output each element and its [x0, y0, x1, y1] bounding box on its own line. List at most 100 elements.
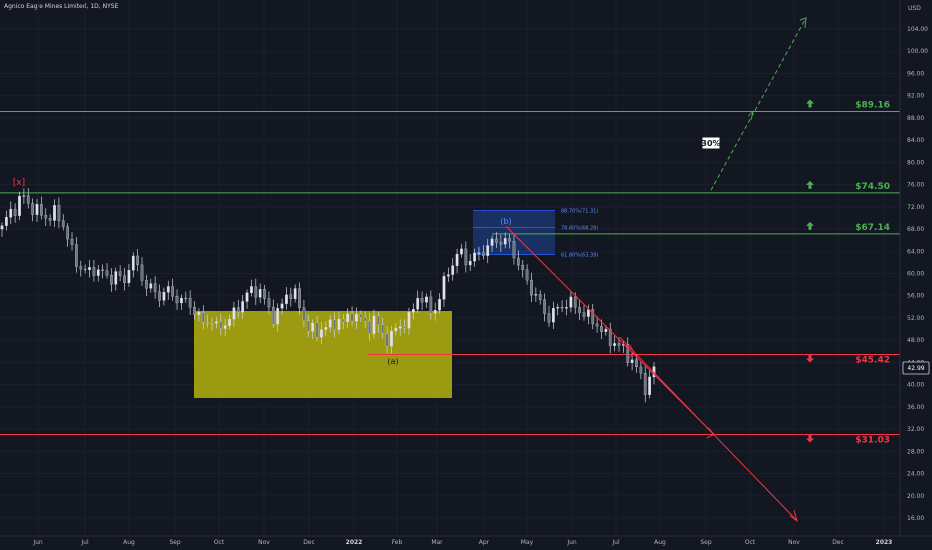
wave-label-a: (a): [387, 357, 398, 366]
candle-body: [490, 238, 494, 246]
y-tick-label: 76.00: [907, 182, 924, 189]
x-tick-label: Sep: [700, 539, 712, 546]
candle-body: [13, 208, 17, 216]
x-tick-label: Aug: [654, 539, 666, 546]
candle-body: [162, 292, 166, 301]
candle-body: [359, 314, 363, 318]
projection-lines: 30%: [505, 17, 807, 523]
candle-body: [206, 322, 210, 324]
candle-body: [250, 286, 253, 293]
last-price-badge: [902, 361, 930, 375]
candle-body: [508, 238, 511, 242]
last-price-label: 42.99: [907, 365, 924, 372]
wave-label-b: (b): [500, 217, 511, 226]
level-price-label: $74.50: [855, 182, 890, 192]
candle-body: [460, 248, 463, 255]
candle-body: [149, 283, 153, 289]
candle-body: [254, 286, 258, 298]
chart-title: Agnico Eagle Mines Limited, 1D, NYSE: [4, 3, 119, 10]
candle-body: [44, 215, 48, 219]
arrow-shape: [806, 434, 814, 443]
candle-body: [267, 298, 271, 308]
x-tick-label: Jun: [566, 539, 577, 546]
candle-body: [18, 195, 21, 216]
candle-body: [626, 344, 630, 363]
level-price-label: $67.14: [855, 223, 890, 233]
y-tick-label: 68.00: [907, 226, 924, 233]
candle-body: [48, 218, 52, 221]
candle-body: [223, 325, 227, 329]
y-tick-label: 48.00: [907, 337, 924, 344]
candle-body: [53, 205, 56, 221]
candle-body: [512, 241, 516, 259]
x-tick-label: Mar: [431, 539, 443, 546]
candle-body: [613, 343, 616, 346]
candle-body: [88, 267, 91, 270]
candle-body: [337, 318, 341, 330]
y-tick-label: 60.00: [907, 271, 924, 278]
y-tick-label: 64.00: [907, 248, 924, 255]
candle-body: [166, 286, 170, 293]
x-tick-label: Dec: [303, 539, 315, 546]
candle-body: [451, 265, 455, 275]
candle-body: [110, 274, 113, 285]
candle-body: [341, 318, 345, 322]
candle-body: [442, 276, 446, 300]
level-price-label: $45.42: [855, 356, 890, 366]
y-tick-label: 16.00: [907, 515, 924, 522]
arrowhead-icon: [799, 17, 807, 28]
candle-body: [228, 318, 231, 326]
candle-body: [355, 314, 358, 322]
candle-body: [193, 307, 196, 315]
candle-body: [31, 203, 34, 215]
y-tick-label: 32.00: [907, 426, 924, 433]
x-tick-label: Nov: [788, 539, 800, 546]
candle-body: [175, 296, 179, 304]
candle-body: [407, 312, 411, 329]
candle-body: [285, 294, 288, 304]
candle-body: [96, 269, 100, 276]
candle-body: [289, 294, 293, 300]
candle-body: [516, 257, 520, 266]
candle-body: [350, 313, 354, 322]
candle-body: [582, 312, 586, 317]
bullish-projection-line: [710, 17, 807, 191]
candle-body: [57, 205, 61, 221]
candle-body: [556, 307, 560, 309]
wave-labels: [x] (b) (a): [13, 178, 512, 366]
candle-body: [639, 366, 643, 374]
candle-body: [171, 286, 175, 297]
y-axis-background: [900, 0, 932, 550]
x-tick-label: Oct: [214, 539, 225, 546]
candle-body: [425, 296, 428, 303]
candle-body: [271, 306, 275, 325]
candle-body: [608, 328, 612, 346]
arrow-shape: [806, 99, 814, 108]
candle-body: [324, 327, 328, 330]
y-tick-label: 80.00: [907, 159, 924, 166]
candle-body: [420, 298, 424, 303]
candle-body: [468, 260, 472, 266]
candle-body: [543, 299, 546, 314]
grid: [0, 0, 900, 536]
candle-body: [521, 264, 525, 270]
candle-body: [83, 268, 87, 271]
candle-body: [438, 299, 441, 311]
candle-body: [372, 315, 376, 334]
candle-body: [565, 307, 568, 309]
x-tick-label: 2023: [876, 539, 893, 546]
candle-body: [403, 326, 406, 329]
fib-label: 88.70%(71.31): [561, 209, 598, 215]
candle-body: [263, 289, 266, 299]
x-tick-label: Aug: [123, 539, 135, 546]
candle-body: [525, 269, 529, 281]
x-tick-label: Feb: [392, 539, 403, 546]
x-tick-label: Jun: [32, 539, 43, 546]
candle-body: [70, 238, 74, 245]
candle-body: [188, 297, 192, 308]
candle-body: [79, 266, 83, 270]
fib-label: 78.60%(68.28): [561, 225, 598, 231]
candle-body: [22, 195, 26, 197]
y-tick-label: 20.00: [907, 493, 924, 500]
